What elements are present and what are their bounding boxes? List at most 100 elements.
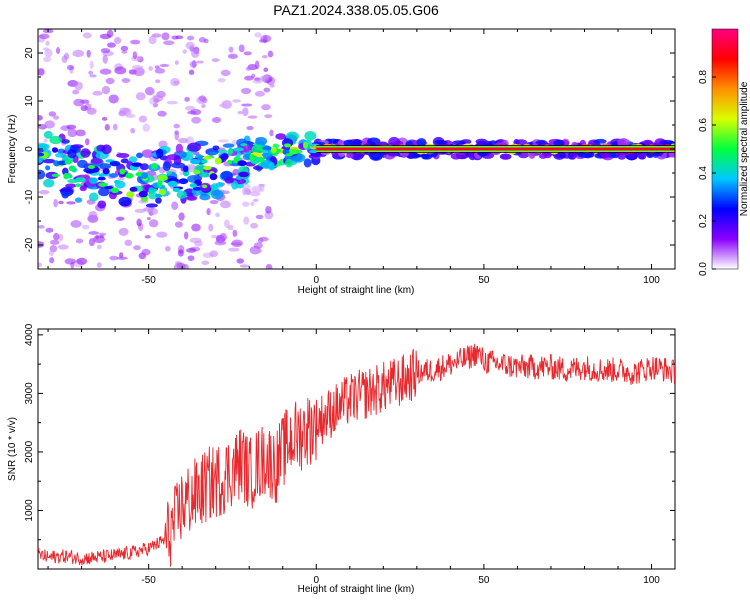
heatmap-cell [124, 239, 133, 247]
heatmap-cell [152, 95, 164, 102]
heatmap-cell [144, 235, 151, 239]
x-tick-label: -50 [141, 575, 156, 586]
heatmap-cell [67, 148, 77, 159]
heatmap-cell [96, 262, 102, 268]
heatmap-cell [159, 63, 170, 68]
heatmap-cell [114, 179, 121, 184]
snr-line [38, 343, 675, 567]
heatmap-cell [303, 158, 312, 168]
heatmap-cell [74, 197, 83, 203]
heatmap-cell [174, 60, 179, 65]
heatmap-cell [209, 151, 218, 155]
heatmap-cell [121, 78, 131, 83]
heatmap-cell [136, 152, 143, 159]
heatmap-cell [38, 224, 45, 229]
heatmap-cell [343, 139, 356, 147]
heatmap-cell [150, 162, 158, 170]
heatmap-cell [66, 201, 76, 205]
heatmap-cell [38, 189, 50, 195]
heatmap-cell [287, 148, 299, 155]
heatmap-cell [79, 185, 87, 192]
heatmap-cell [64, 258, 76, 265]
heatmap-cell [156, 231, 168, 238]
heatmap-cell [75, 177, 86, 183]
heatmap-cell [177, 137, 189, 144]
heatmap-cell [201, 173, 207, 177]
heatmap-cell [261, 55, 268, 59]
heatmap-cell [44, 120, 55, 129]
heatmap-cell [241, 144, 251, 153]
heatmap-cell [55, 152, 66, 158]
heatmap-cell [263, 67, 269, 73]
heatmap-cell [185, 41, 195, 50]
heatmap-cell [171, 162, 186, 169]
heatmap-cell [660, 139, 675, 146]
y-tick-label: 10 [24, 95, 35, 107]
heatmap-cell [97, 200, 107, 209]
heatmap-ridge-core [316, 147, 675, 151]
heatmap-cell [38, 68, 45, 76]
heatmap-cell [189, 61, 198, 68]
heatmap-cell [88, 192, 99, 202]
heatmap-cell [42, 47, 50, 51]
heatmap-cell [304, 130, 317, 141]
y-tick-label: 4000 [24, 323, 35, 346]
heatmap-cell [247, 115, 258, 119]
heatmap-cell [115, 216, 125, 221]
heatmap-cell [70, 144, 84, 149]
heatmap-cell [201, 104, 206, 108]
heatmap-cell [188, 69, 195, 75]
heatmap-cell [66, 64, 75, 71]
heatmap-cell [61, 191, 70, 199]
heatmap-cell [98, 187, 110, 197]
heatmap-cell [174, 131, 180, 141]
heatmap-cell [152, 102, 159, 108]
heatmap-cell [192, 186, 202, 191]
heatmap-cell [220, 69, 231, 77]
heatmap-cell [258, 156, 265, 163]
heatmap-cell [43, 130, 53, 139]
heatmap-cell [275, 133, 287, 140]
heatmap-cell [217, 77, 226, 83]
x-tick-label: -50 [141, 275, 156, 286]
heatmap-cell [125, 172, 134, 179]
heatmap-cell [157, 174, 168, 181]
x-tick-label: 50 [478, 275, 490, 286]
heatmap-cell [104, 186, 114, 190]
heatmap-cell [76, 257, 88, 265]
snr-y-axis-label: SNR (10 * v/v) [7, 417, 18, 481]
heatmap-cell [243, 216, 250, 225]
heatmap-cell [245, 66, 252, 71]
heatmap-cell [44, 48, 53, 58]
heatmap-cell [176, 190, 187, 199]
heatmap-cell [109, 160, 121, 167]
heatmap-cell [253, 198, 259, 202]
heatmap-cell [267, 50, 274, 58]
heatmap-cell [203, 165, 212, 171]
heatmap-cell [138, 115, 148, 123]
heatmap-cell [39, 33, 50, 40]
heatmap-cell [38, 145, 46, 150]
heatmap-cell [538, 153, 548, 159]
y-tick-label: 3000 [24, 382, 35, 405]
heatmap-cell [296, 149, 303, 154]
heatmap-cell [148, 219, 159, 228]
heatmap-cell [254, 32, 262, 38]
heatmap-x-axis-label: Height of straight line (km) [298, 285, 415, 296]
heatmap-cell [209, 250, 219, 258]
heatmap-cell [75, 129, 86, 137]
heatmap-cell [57, 244, 69, 250]
heatmap-cell [38, 115, 43, 121]
heatmap-cell [133, 245, 141, 251]
heatmap-cell [129, 186, 138, 192]
heatmap-cell [72, 49, 85, 58]
heatmap-cell [194, 240, 203, 247]
snr-x-axis-label: Height of straight line (km) [298, 584, 415, 595]
heatmap-cell [49, 257, 55, 264]
heatmap-cell [265, 264, 273, 269]
heatmap-cell [88, 231, 99, 235]
heatmap-cell [108, 94, 119, 104]
heatmap-cell [190, 158, 201, 165]
heatmap-cell [166, 171, 172, 175]
heatmap-cell [51, 173, 60, 177]
